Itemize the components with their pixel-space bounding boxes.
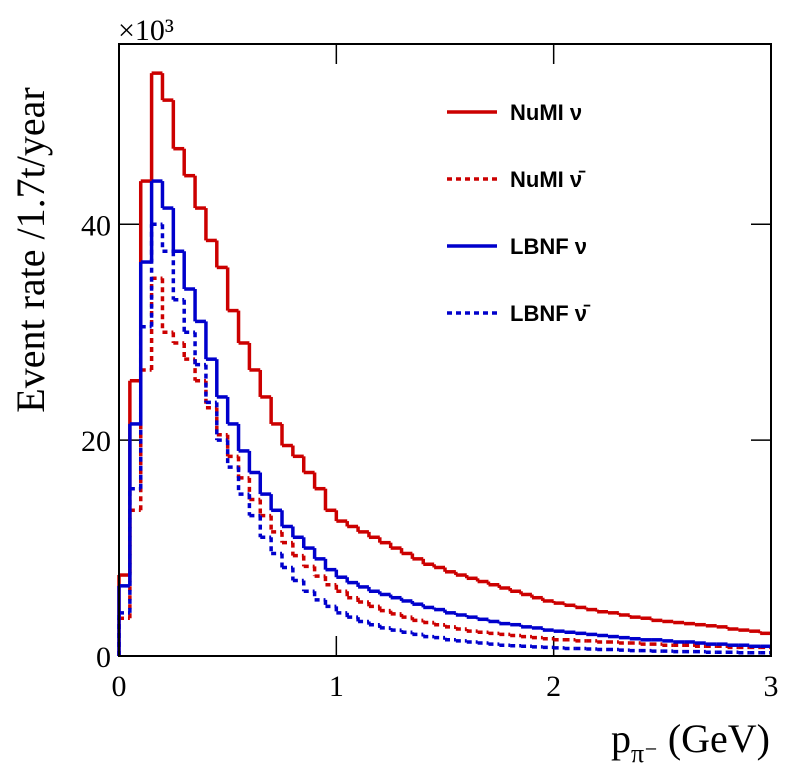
y-multiplier: ×10³ (118, 14, 174, 47)
x-tick-label: 3 (764, 670, 779, 703)
x-label-main: p (611, 716, 631, 761)
x-tick-label: 1 (329, 670, 344, 703)
legend-label: NuMI ν̄ (510, 167, 586, 192)
x-tick-label: 2 (546, 670, 561, 703)
plot-frame (118, 43, 772, 657)
x-label-space (658, 716, 668, 761)
y-tick-label: 40 (81, 209, 111, 242)
legend-label: LBNF ν (510, 234, 587, 259)
y-tick-label: 0 (96, 641, 111, 674)
legend-label: NuMI ν (510, 100, 582, 125)
x-label-subscript: π⁻ (631, 739, 658, 768)
x-axis-label: pπ⁻ (GeV) (611, 716, 770, 768)
y-axis-label: Event rate /1.7t/year (8, 87, 53, 412)
x-label-unit: (GeV) (668, 716, 770, 761)
legend-label: LBNF ν̄ (510, 301, 591, 326)
x-tick-label: 0 (112, 670, 127, 703)
y-tick-label: 20 (81, 425, 111, 458)
